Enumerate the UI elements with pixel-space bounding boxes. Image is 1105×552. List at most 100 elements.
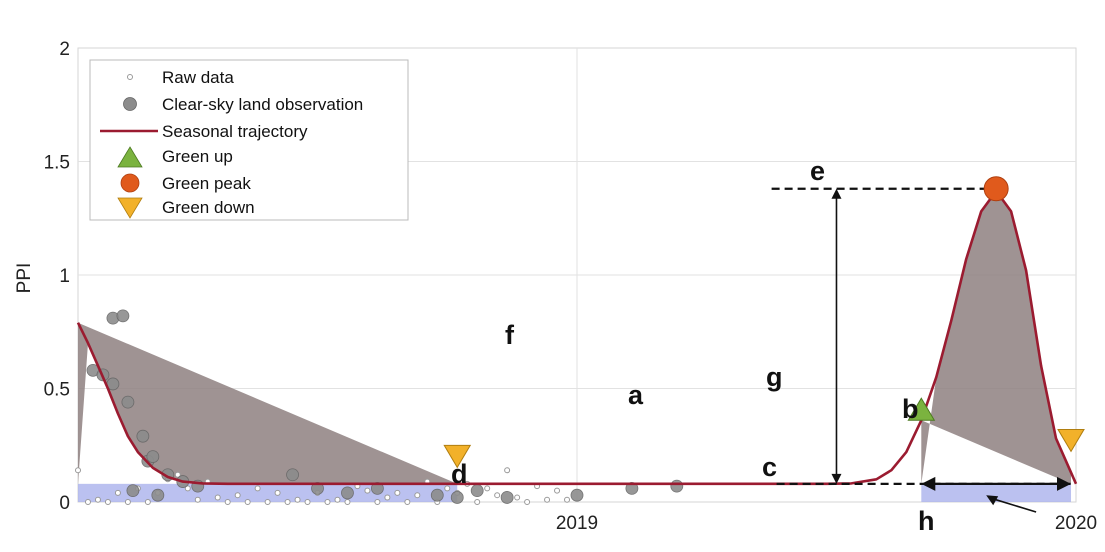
clear-sky-point (430, 488, 444, 502)
raw-data-point (144, 499, 151, 505)
raw-data-point (75, 467, 81, 474)
legend-item-green-down: Green down (162, 198, 255, 217)
baseline-pointer-head (986, 495, 999, 506)
raw-data-point (364, 487, 371, 494)
clear-sky-point (500, 491, 514, 504)
green-up-marker (907, 397, 936, 421)
x-tick-label: 2020 (1055, 513, 1097, 534)
raw-data-point (274, 489, 281, 496)
raw-data-point (544, 496, 551, 503)
season-2-fill (921, 191, 1071, 484)
raw-data-point (224, 499, 231, 505)
legend: Raw data Clear-sky land observation Seas… (89, 59, 409, 221)
raw-data-point (184, 485, 191, 492)
legend-green-down-icon (117, 197, 143, 219)
legend-clear-sky-icon (123, 97, 137, 111)
clear-sky-point (126, 484, 140, 498)
clear-sky-point (116, 309, 130, 323)
length-arrow-head-right (1057, 476, 1072, 491)
y-tick-label: 0.5 (44, 380, 70, 401)
raw-data-point (294, 496, 301, 503)
clear-sky-point (450, 491, 464, 504)
clear-sky-point (341, 486, 354, 500)
annotation-f: f (505, 320, 515, 350)
raw-data-point (174, 471, 181, 478)
baseline-pointer-line (993, 498, 1037, 513)
annotation-b: b (902, 394, 919, 424)
raw-data-point (494, 492, 501, 499)
seasonal-trajectory-line (76, 189, 1078, 486)
raw-data-point (384, 494, 391, 501)
clear-sky-point (151, 488, 165, 502)
length-arrow-head-left (921, 476, 936, 491)
trajectory-layer (76, 189, 1078, 486)
raw-data-point (444, 485, 451, 492)
annotation-e: e (810, 156, 825, 186)
annotation-h: h (918, 506, 935, 536)
green-down-marker (1057, 428, 1085, 453)
raw-data-point (214, 494, 221, 501)
raw-data-point (344, 499, 351, 505)
clear-sky-point (136, 429, 150, 443)
annotation-lines (771, 187, 1072, 513)
season-1-fill-base (78, 483, 458, 502)
season-1-fill (78, 322, 458, 484)
legend-raw-data-icon (127, 74, 133, 80)
raw-data-point (394, 489, 401, 496)
raw-data-point (94, 496, 101, 503)
raw-data-point (414, 492, 421, 499)
phenology-markers (443, 176, 1085, 469)
green-peak-marker (983, 176, 1009, 202)
annotation-g: g (766, 362, 783, 392)
y-tick-label: 2 (59, 39, 70, 60)
season-2-fill-base (921, 483, 1072, 502)
clear-sky-point (470, 484, 484, 498)
clear-sky-point (670, 479, 684, 493)
clear-sky-point (570, 488, 584, 502)
y-tick-label: 1 (59, 266, 70, 287)
y-tick-label: 1.5 (44, 153, 70, 174)
raw-data-point (324, 499, 331, 505)
raw-data-point (374, 499, 381, 505)
raw-data-point (254, 485, 261, 492)
legend-item-green-up: Green up (162, 147, 233, 166)
raw-data-point (474, 499, 481, 505)
raw-data-point (564, 496, 571, 503)
annotation-c: c (762, 452, 777, 482)
legend-item-trajectory: Seasonal trajectory (162, 122, 308, 141)
raw-data-point (524, 499, 531, 505)
raw-data-point (484, 485, 491, 492)
raw-data-point (194, 496, 201, 503)
fill-layer (78, 191, 1072, 502)
raw-data-point (124, 499, 131, 505)
raw-data-point (84, 499, 91, 505)
legend-green-peak-icon (120, 173, 140, 193)
y-axis-label: PPI (14, 263, 35, 294)
clear-sky-point (121, 395, 135, 409)
clear-sky-layer (86, 309, 684, 504)
clear-sky-point (286, 468, 299, 482)
legend-green-up-icon (117, 146, 143, 168)
raw-data-point (514, 494, 521, 501)
annotation-d: d (451, 459, 468, 489)
raw-data-point (304, 499, 311, 505)
raw-data-point (234, 492, 241, 499)
legend-item-raw-data: Raw data (162, 68, 234, 87)
y-tick-label: 0 (59, 493, 70, 514)
raw-data-point (504, 467, 511, 474)
raw-data-point (114, 489, 121, 496)
raw-data-point (244, 499, 251, 505)
raw-data-point (554, 487, 561, 494)
raw-data-point (104, 499, 111, 505)
clear-sky-point (146, 450, 160, 464)
legend-item-green-peak: Green peak (162, 174, 251, 193)
clear-sky-point (311, 481, 324, 495)
legend-item-clear-sky: Clear-sky land observation (162, 95, 363, 114)
clear-sky-point (625, 481, 639, 495)
x-tick-label: 2019 (556, 513, 598, 534)
raw-data-point (334, 496, 341, 503)
tick-labels: 0 0.5 1 1.5 2 2019 2020 (44, 39, 1098, 534)
raw-data-point (404, 499, 411, 505)
clear-sky-point (370, 481, 384, 495)
